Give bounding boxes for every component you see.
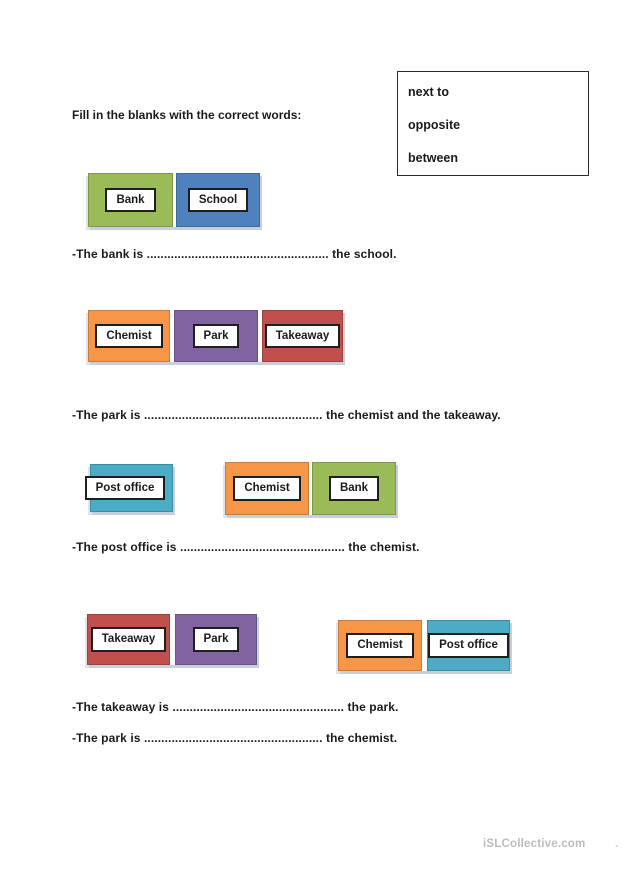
watermark: iSLCollective.com: [483, 838, 586, 850]
place-box-takeaway: Takeaway: [262, 310, 343, 362]
sentence-takeaway: -The takeaway is .......................…: [72, 700, 399, 714]
place-box-park: Park: [174, 310, 258, 362]
instruction-text: Fill in the blanks with the correct word…: [72, 108, 302, 122]
place-box-chemist: Chemist: [225, 462, 309, 515]
box-group-chemist-park-takeaway: Chemist Park Takeaway: [88, 310, 343, 362]
place-label-school: School: [187, 187, 249, 213]
place-label-park: Park: [192, 627, 240, 652]
place-label-post-office: Post office: [428, 633, 509, 658]
place-box-post-office: Post office: [84, 464, 173, 512]
box-group-takeaway-park: Takeaway Park: [87, 614, 257, 665]
place-label-bank: Bank: [328, 476, 380, 501]
word-bank-item-opposite: opposite: [408, 118, 461, 132]
watermark-dot: .: [615, 838, 619, 850]
place-label-takeaway: Takeaway: [264, 323, 341, 349]
word-bank: next to opposite between: [397, 71, 589, 176]
place-label-chemist: Chemist: [233, 476, 301, 501]
sentence-post-office: -The post office is ....................…: [72, 540, 420, 554]
place-box-school: School: [176, 173, 260, 227]
place-box-park: Park: [175, 614, 257, 665]
place-box-post-office: Post office: [427, 620, 510, 671]
sentence-bank: -The bank is ...........................…: [72, 247, 397, 261]
place-box-bank: Bank: [312, 462, 396, 515]
word-bank-item-between: between: [408, 151, 459, 165]
box-group-bank-school: Bank School: [88, 173, 260, 227]
place-label-park: Park: [192, 323, 240, 349]
place-box-chemist: Chemist: [338, 620, 422, 671]
place-label-chemist: Chemist: [95, 323, 163, 349]
place-label-takeaway: Takeaway: [90, 627, 167, 652]
box-group-post-office: Post office: [84, 464, 173, 512]
box-group-chemist-post-office: Chemist Post office: [338, 620, 510, 671]
place-label-bank: Bank: [105, 187, 156, 213]
place-box-takeaway: Takeaway: [87, 614, 170, 665]
place-label-post-office: Post office: [84, 475, 166, 501]
place-label-chemist: Chemist: [346, 633, 414, 658]
place-box-bank: Bank: [88, 173, 173, 227]
place-box-chemist: Chemist: [88, 310, 170, 362]
sentence-park-between: -The park is ...........................…: [72, 408, 501, 422]
word-bank-item-next-to: next to: [408, 85, 449, 99]
sentence-park-chemist: -The park is ...........................…: [72, 731, 398, 745]
box-group-chemist-bank: Chemist Bank: [225, 462, 396, 515]
